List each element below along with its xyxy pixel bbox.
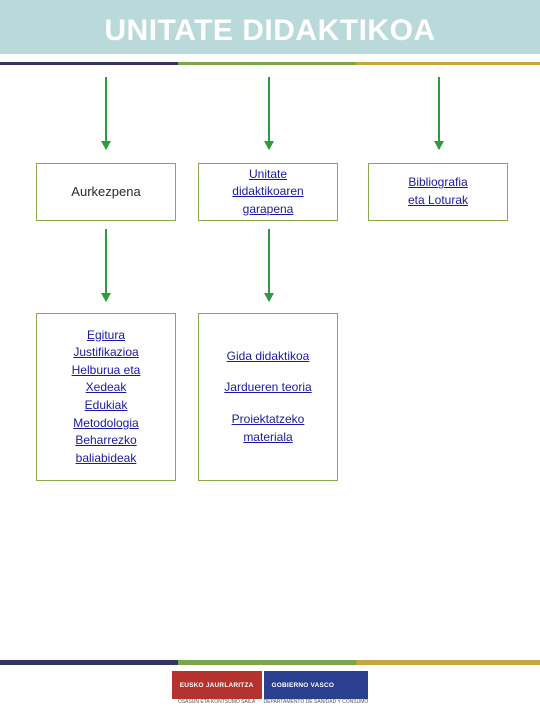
node-link[interactable]: eta Loturak [408,193,468,209]
node-link[interactable]: Proiektatzeko [232,412,305,428]
arrow [105,77,107,149]
footer: EUSKO JAURLARITZA OSASUN ETA KONTSUMO SA… [0,660,540,720]
node-link[interactable]: Xedeak [86,380,127,396]
flowchart-node: Aurkezpena [36,163,176,221]
flowchart-diagram: Aurkezpena Unitatedidaktikoaren garapena Bi… [0,65,540,625]
node-link[interactable]: Justifikazioa [73,345,138,361]
node-link[interactable]: garapena [243,202,294,218]
node-link[interactable]: Helburua eta [72,363,141,379]
flowchart-node: Unitatedidaktikoaren garapena [198,163,338,221]
title-bar: UNITATE DIDAKTIKOA [0,0,540,58]
logo-eusko: EUSKO JAURLARITZA [172,671,262,699]
node-link[interactable]: Gida didaktikoa [227,349,310,365]
node-link[interactable]: Metodologia [73,416,138,432]
node-link[interactable]: Egitura [87,328,125,344]
logo-sub-left: OSASUN ETA KONTSUMO SAILA [172,700,262,706]
node-link[interactable]: Unitate [249,167,287,183]
node-link[interactable]: Beharrezko [75,433,136,449]
arrow [105,229,107,301]
node-link[interactable]: Jardueren teoria [224,380,311,396]
flowchart-node: EgituraJustifikazioa Helburua etaXedeak Ed… [36,313,176,481]
node-link[interactable]: didaktikoaren [232,184,303,200]
arrow [438,77,440,149]
node-link[interactable]: materiala [243,430,292,446]
flowchart-node: Gida didaktikoa Jardueren teoria Proiektat… [198,313,338,481]
arrow [268,229,270,301]
footer-logos: EUSKO JAURLARITZA OSASUN ETA KONTSUMO SA… [0,671,540,706]
node-label: Aurkezpena [71,184,140,201]
node-link[interactable]: Edukiak [85,398,128,414]
page-title: UNITATE DIDAKTIKOA [0,14,540,48]
logo-gobierno: GOBIERNO VASCO [264,671,369,699]
node-link[interactable]: baliabideak [76,451,137,467]
node-link[interactable]: Bibliografia [408,175,467,191]
flowchart-node: Bibliografia eta Loturak [368,163,508,221]
footer-stripe [0,660,540,665]
arrow [268,77,270,149]
logo-sub-right: DEPARTAMENTO DE SANIDAD Y CONSUMO [264,700,369,706]
